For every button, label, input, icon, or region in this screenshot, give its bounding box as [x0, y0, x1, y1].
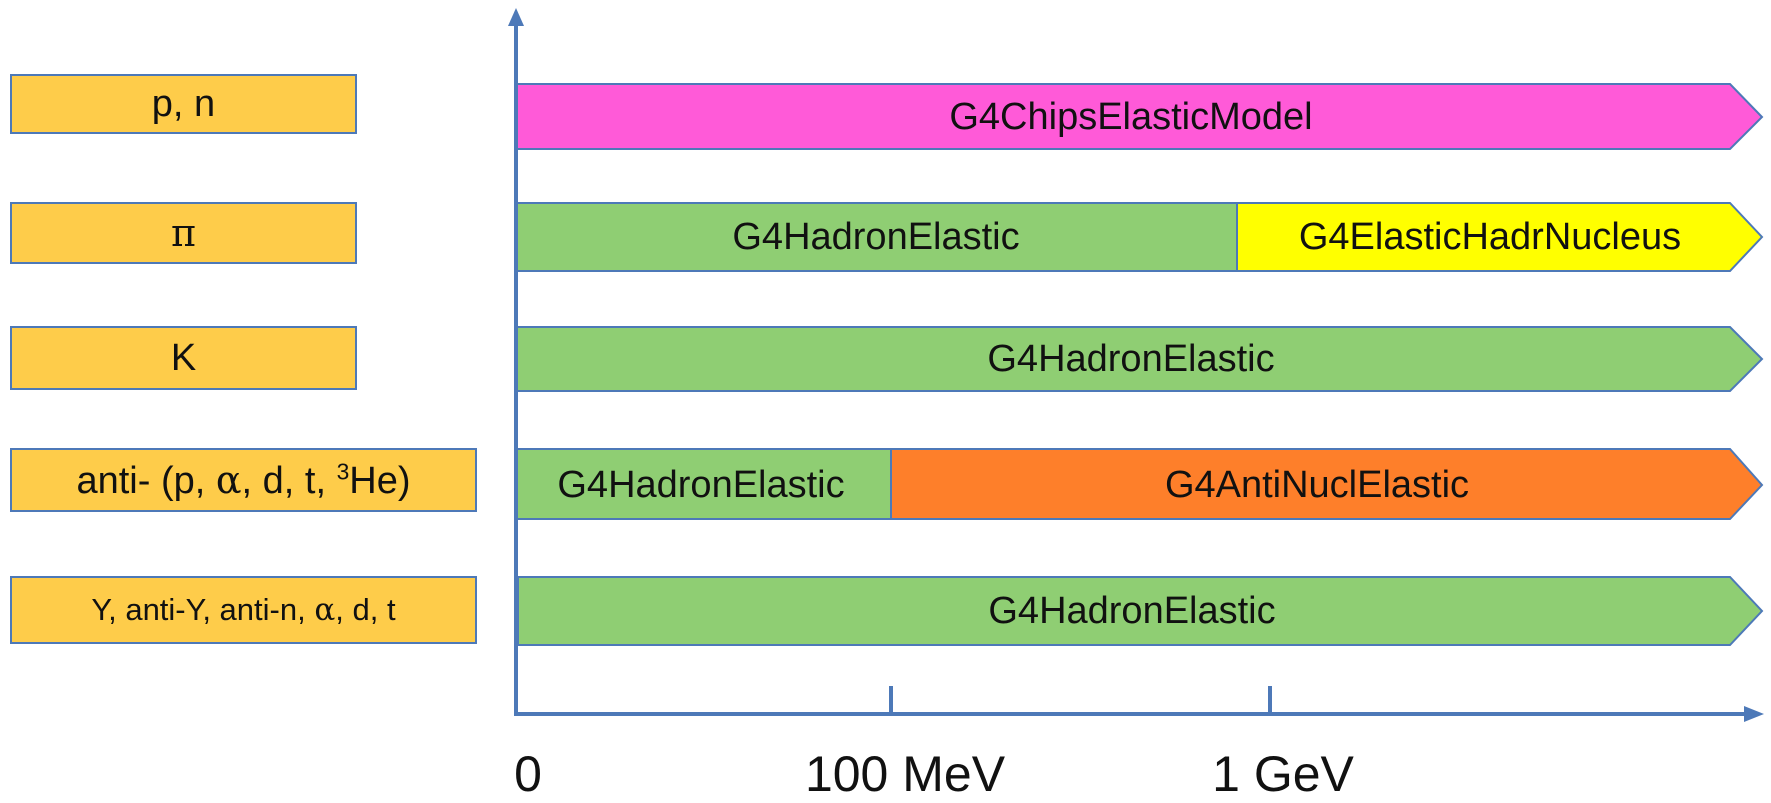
model-label: G4HadronElastic [987, 338, 1274, 380]
model-label: G4ElasticHadrNucleus [1299, 216, 1681, 258]
particle-label: p, n [151, 82, 216, 125]
particle-box-hyperons: Y, anti-Y, anti-n, α, d, t [10, 576, 477, 644]
model-label: G4ChipsElasticModel [949, 96, 1312, 138]
particle-label-pre: Y, anti-Y, anti-n, [91, 592, 315, 627]
particle-box-pion: π [10, 202, 357, 264]
tick-label-zero: 0 [514, 746, 542, 802]
particle-label-pre: anti- (p, [76, 459, 216, 502]
model-label: G4HadronElastic [988, 590, 1275, 632]
particle-label: π [171, 211, 196, 255]
horizontal-axis-arrowhead [1744, 706, 1764, 722]
tick-label-100-mev: 100 MeV [804, 746, 1006, 802]
model-row-kaon: G4HadronElastic [515, 326, 1764, 392]
particle-label-post: He) [349, 459, 411, 502]
particle-box-anti-nuclei: anti- (p, α, d, t, 3He) [10, 448, 477, 512]
model-row-hyperons: G4HadronElastic [517, 576, 1764, 646]
particle-label: K [170, 336, 197, 379]
superscript-3: 3 [336, 457, 350, 484]
particle-box-p-n: p, n [10, 74, 357, 134]
particle-label: anti- (p, α, d, t, 3He) [76, 458, 410, 503]
model-row-pion: G4HadronElastic G4ElasticHadrNucleus [515, 202, 1764, 272]
tick-label-1-gev: 1 GeV [1212, 746, 1354, 802]
alpha-symbol: α [314, 592, 336, 628]
vertical-axis-arrowhead [508, 8, 524, 26]
model-bar-g4elastichadrnucleus [1236, 202, 1764, 272]
particle-box-kaon: K [10, 326, 357, 390]
particle-label-mid: , d, t, [241, 459, 337, 502]
model-row-p-n: G4ChipsElasticModel [515, 83, 1764, 150]
model-label: G4HadronElastic [732, 216, 1019, 258]
model-label: G4HadronElastic [557, 464, 844, 506]
model-bar-g4antinuclelastic [890, 448, 1764, 520]
model-row-anti-nuclei: G4HadronElastic G4AntiNuclElastic [515, 448, 1764, 520]
alpha-symbol: α [215, 457, 242, 502]
model-label: G4AntiNuclElastic [1165, 464, 1469, 506]
particle-label-post: , d, t [335, 592, 396, 627]
particle-label: Y, anti-Y, anti-n, α, d, t [91, 592, 395, 628]
